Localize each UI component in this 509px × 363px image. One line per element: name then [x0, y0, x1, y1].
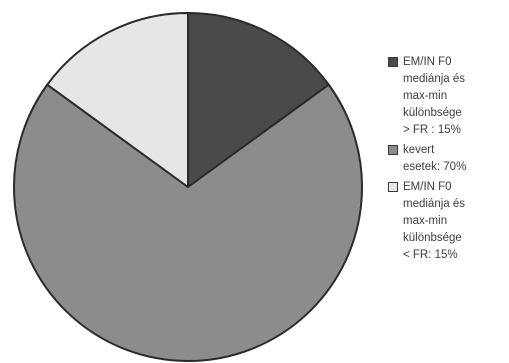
legend: EM/IN F0 mediánja és max-min különbsége … — [388, 54, 506, 267]
pie-slice-em-in-less — [46, 12, 189, 188]
pie-slice-mixed-cases — [13, 83, 363, 363]
legend-label-mixed-cases: kevert esetek: 70% — [403, 144, 467, 173]
legend-item-mixed-cases: kevert esetek: 70% — [388, 142, 506, 176]
legend-item-em-in-greater: EM/IN F0 mediánja és max-min különbsége … — [388, 54, 506, 139]
legend-swatch-em-in-greater — [388, 57, 398, 67]
legend-swatch-mixed-cases — [388, 145, 398, 155]
legend-item-em-in-less: EM/IN F0 mediánja és max-min különbsége … — [388, 179, 506, 264]
pie-slice-em-in-greater — [187, 12, 330, 188]
legend-label-em-in-greater: EM/IN F0 mediánja és max-min különbsége … — [403, 56, 466, 136]
legend-swatch-em-in-less — [388, 182, 398, 192]
legend-label-em-in-less: EM/IN F0 mediánja és max-min különbsége … — [403, 181, 466, 261]
